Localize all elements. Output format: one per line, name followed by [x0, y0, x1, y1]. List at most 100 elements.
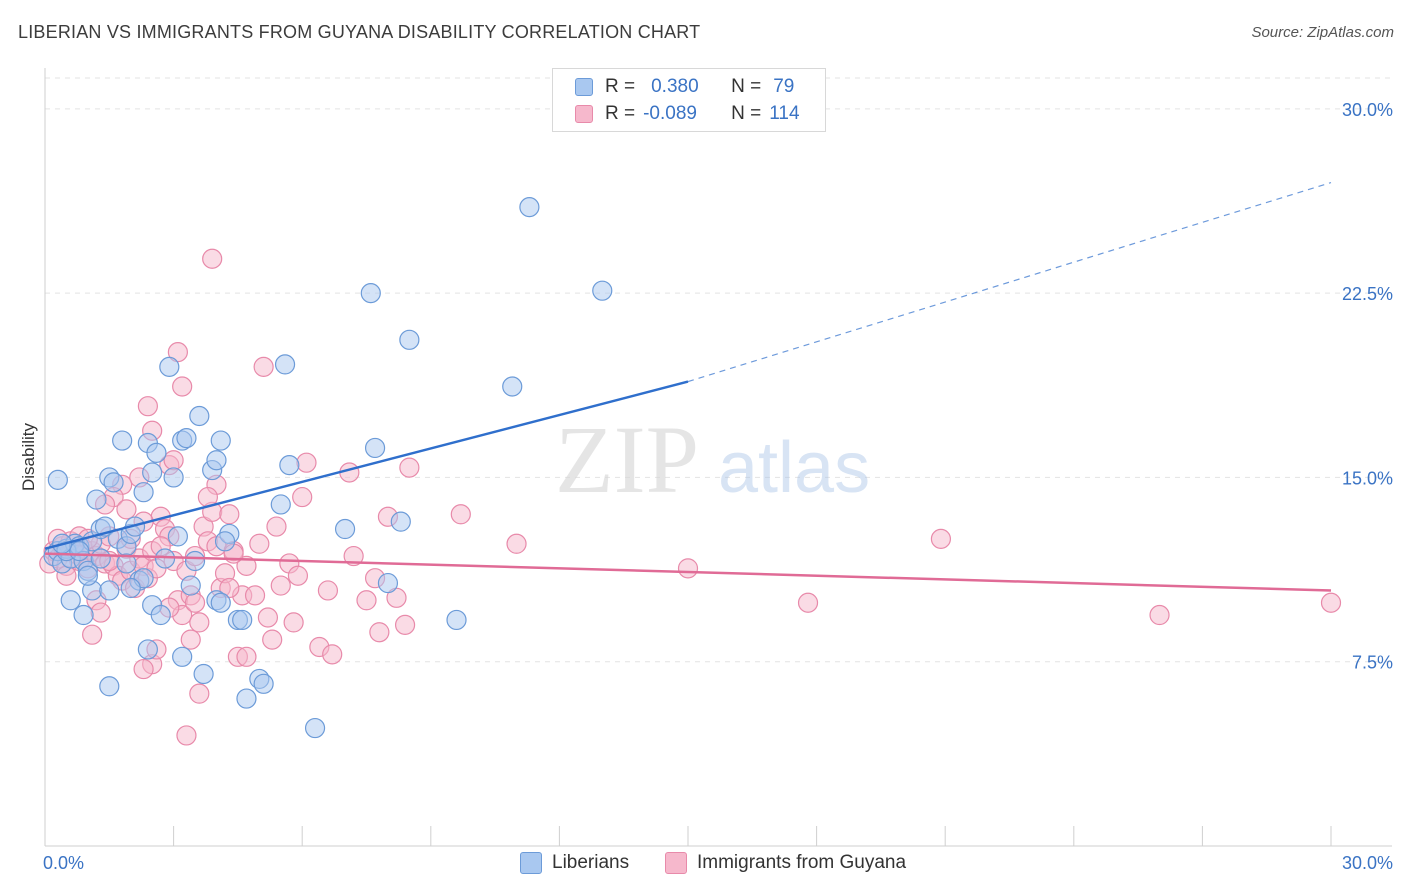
axes	[44, 68, 1392, 847]
chart-title: LIBERIAN VS IMMIGRANTS FROM GUYANA DISAB…	[18, 22, 701, 42]
tick-labels: 7.5% 15.0% 22.5% 30.0% 0.0% 30.0%	[43, 100, 1393, 873]
guyana-point-35	[189, 612, 210, 633]
liberian-point-63	[73, 604, 94, 626]
guyana-point-62	[356, 590, 377, 611]
liberian-point-73	[120, 577, 141, 599]
liberian-point-55	[502, 376, 523, 397]
liberian-point-30	[167, 526, 188, 547]
guyana-point-73	[930, 528, 952, 549]
liberian-point-25	[142, 462, 163, 483]
liberian-point-45	[274, 354, 296, 375]
liberian-point-28	[159, 356, 180, 377]
liberian-point-74	[150, 604, 171, 626]
liberian-point-50	[364, 437, 386, 459]
liberian-point-53	[399, 329, 420, 350]
guyana-point-42	[219, 504, 240, 525]
liberian-point-32	[176, 428, 197, 449]
liberian-point-58	[180, 575, 201, 596]
liberian-point-18	[112, 430, 133, 451]
liberian-point-59	[193, 663, 214, 685]
guyana-point-70	[506, 533, 527, 554]
liberian-point-12	[86, 489, 107, 510]
trend-lines	[44, 181, 1332, 592]
liberian-point-27	[154, 548, 176, 569]
liberian-trend-line	[44, 380, 689, 550]
bottom-legend-guyana: Immigrants from Guyana	[665, 850, 906, 876]
guyana-trend-line	[44, 552, 1332, 592]
legend-n-value: 79	[773, 76, 795, 97]
watermark-zip: ZIP	[555, 406, 699, 513]
liberian-point-44	[270, 494, 291, 515]
y-tick-label-0: 7.5%	[1352, 653, 1393, 673]
guyana-point-49	[257, 607, 279, 628]
liberian-point-40	[232, 609, 253, 631]
guyana-point-67	[394, 614, 416, 635]
guyana-point-75	[1320, 592, 1342, 613]
liberian-point-47	[304, 717, 326, 739]
guyana-point-54	[283, 612, 304, 633]
liberian-point-64	[99, 676, 120, 697]
x-tick-label-0: 0.0%	[43, 853, 84, 873]
liberian-point-70	[69, 541, 90, 562]
liberian-point-46	[279, 455, 300, 476]
legend-n-label: N =	[731, 103, 762, 124]
liberian-point-48	[334, 518, 356, 540]
guyana-point-56	[296, 452, 317, 473]
y-axis-label: Disability	[19, 422, 38, 491]
guyana-point-48	[249, 533, 270, 554]
liberian-point-6	[47, 469, 68, 490]
guyana-point-69	[450, 504, 471, 525]
liberian-point-66	[137, 639, 158, 660]
liberian-trend-extension	[687, 181, 1332, 383]
liberian-point-38	[214, 531, 236, 552]
legend-n-label: N =	[731, 76, 762, 97]
liberian-point-41	[236, 688, 257, 709]
liberian-point-16	[103, 472, 124, 493]
guyana-point-99	[236, 646, 257, 667]
liberian-point-33	[189, 405, 210, 427]
legend-row-guyana: R = -0.089 N = 114	[553, 102, 800, 126]
x-tick-label-1: 30.0%	[1342, 853, 1393, 873]
legend-swatch-pink	[575, 105, 593, 123]
liberian-point-43	[253, 673, 274, 694]
bottom-legend-label: Liberians	[552, 852, 630, 873]
liberian-point-68	[172, 646, 193, 667]
liberian-point-52	[390, 511, 411, 532]
guyana-point-95	[133, 658, 154, 680]
guyana-point-76	[202, 248, 223, 269]
watermark: ZIP atlas	[555, 406, 870, 513]
legend-r-label: R =	[605, 76, 636, 97]
bottom-legend-label: Immigrants from Guyana	[697, 852, 907, 873]
guyana-point-71	[677, 558, 699, 579]
bottom-swatch-pink	[665, 852, 687, 874]
guyana-point-80	[137, 396, 158, 417]
legend-r-value: -0.089	[643, 103, 697, 124]
guyana-point-78	[172, 376, 193, 397]
guyana-point-46	[236, 555, 257, 576]
guyana-point-98	[176, 725, 197, 746]
guyana-point-58	[317, 580, 339, 601]
legend: R = 0.380 N = 79 R = -0.089 N = 114	[552, 68, 826, 132]
liberian-point-23	[133, 482, 154, 503]
liberian-point-26	[146, 442, 167, 463]
guyana-point-59	[322, 644, 343, 665]
legend-n-value: 114	[769, 103, 800, 124]
liberian-point-61	[99, 580, 120, 601]
liberian-point-78	[90, 548, 111, 569]
liberian-point-57	[592, 280, 613, 301]
liberian-point-71	[77, 565, 98, 586]
guyana-point-64	[369, 622, 390, 643]
legend-swatch-blue	[575, 78, 593, 96]
liberian-point-51	[377, 572, 399, 594]
liberian-point-69	[184, 550, 206, 572]
liberian-point-72	[116, 553, 137, 574]
y-tick-label-1: 15.0%	[1342, 468, 1393, 488]
guyana-point-50	[262, 629, 283, 650]
legend-r-value: 0.380	[651, 76, 699, 97]
liberian-point-36	[210, 430, 231, 451]
guyana-point-52	[270, 575, 291, 596]
guyana-point-97	[189, 683, 210, 704]
legend-row-liberians: R = 0.380 N = 79	[553, 75, 794, 99]
liberian-point-76	[210, 592, 231, 613]
guyana-point-103	[163, 450, 184, 471]
